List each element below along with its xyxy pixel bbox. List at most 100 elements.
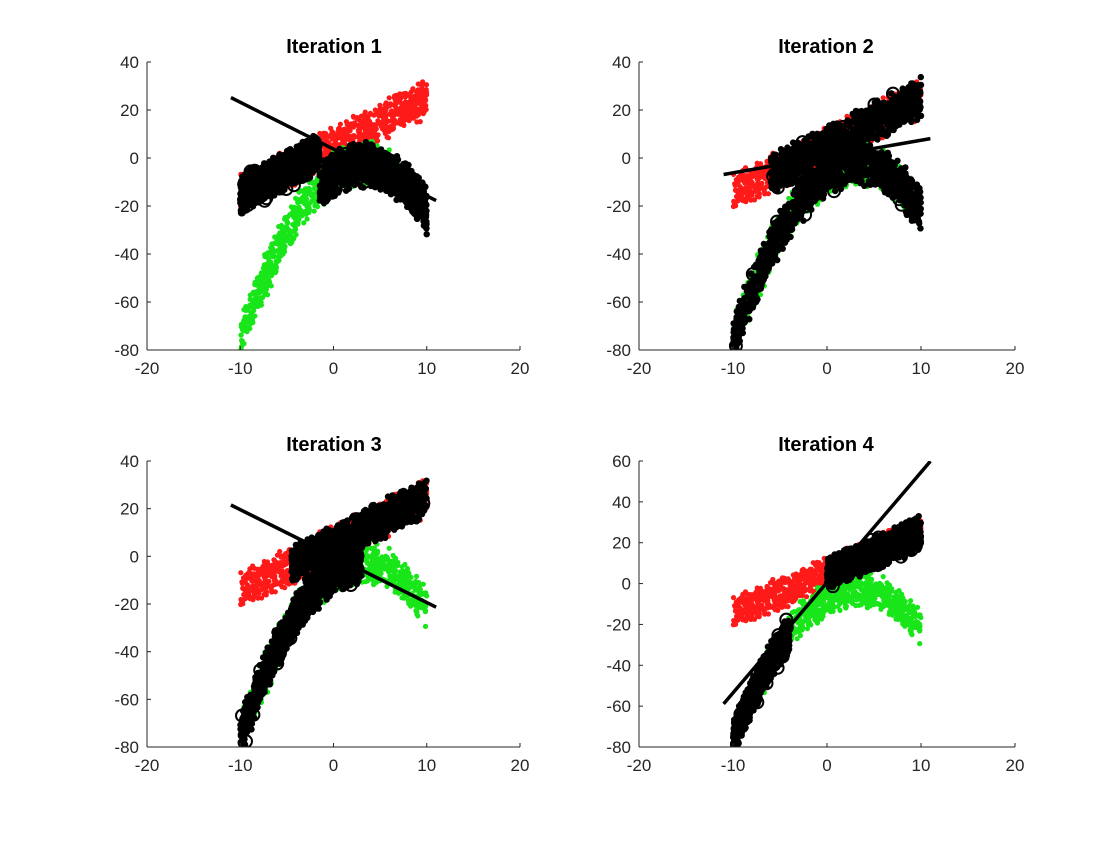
scatter-point	[423, 98, 428, 103]
scatter-point	[406, 106, 411, 111]
highlighted-point	[424, 231, 430, 237]
scatter-point	[387, 111, 392, 116]
scatter-point	[265, 250, 270, 255]
scatter-point	[295, 199, 300, 204]
scatter-point	[747, 174, 752, 179]
scatter-point	[387, 125, 392, 130]
scatter-point	[739, 174, 744, 179]
scatter-point	[239, 344, 244, 349]
scatter-point	[375, 118, 380, 123]
scatter-point	[755, 194, 760, 199]
scatter-point	[414, 119, 419, 124]
scatter-point	[297, 212, 302, 217]
scatter-point	[305, 216, 310, 221]
scatter-point	[407, 118, 412, 123]
scatter-point	[757, 175, 762, 180]
scatter-point	[387, 95, 392, 100]
scatter-point	[238, 333, 243, 338]
highlighted-point	[346, 186, 352, 192]
highlighted-point	[238, 210, 244, 216]
scatter-point	[267, 260, 272, 265]
highlighted-point	[239, 187, 245, 193]
highlighted-point	[332, 173, 338, 179]
scatter-point	[737, 188, 742, 193]
scatter-point	[271, 264, 276, 269]
scatter-point	[734, 177, 739, 182]
highlighted-point	[335, 187, 341, 193]
x-tick-label: 0	[329, 359, 338, 378]
subplot-title: Iteration 1	[286, 36, 382, 58]
highlighted-point	[351, 182, 357, 188]
scatter-point	[357, 136, 362, 141]
scatter-point	[243, 317, 248, 322]
y-tick-label: -60	[114, 293, 139, 312]
scatter-point	[284, 225, 289, 230]
scatter-point	[749, 190, 754, 195]
scatter-point	[338, 122, 343, 127]
scatter-point	[378, 113, 383, 118]
scatter-point	[398, 108, 403, 113]
scatter-point	[257, 283, 262, 288]
scatter-point	[733, 183, 738, 188]
highlighted-point	[245, 192, 251, 198]
y-tick-label: 20	[120, 101, 139, 120]
scatter-point	[360, 113, 365, 118]
scatter-point	[276, 258, 281, 263]
highlighted-point	[321, 200, 327, 206]
scatter-point	[288, 231, 293, 236]
x-tick-label: -20	[135, 359, 160, 378]
scatter-point	[293, 227, 298, 232]
scatter-point	[739, 194, 744, 199]
scatter-point	[270, 249, 275, 254]
highlighted-point	[402, 162, 408, 168]
scatter-point	[253, 296, 258, 301]
scatter-point	[252, 291, 257, 296]
scatter-point	[340, 129, 345, 134]
scatter-point	[392, 93, 397, 98]
scatter-point	[417, 98, 422, 103]
scatter-point	[269, 254, 274, 259]
scatter-point	[330, 129, 335, 134]
scatter-point	[260, 277, 265, 282]
scatter-point	[424, 107, 429, 112]
scatter-point	[323, 151, 328, 156]
scatter-point	[414, 89, 419, 94]
scatter-point	[247, 326, 252, 331]
scatter-point	[348, 128, 353, 133]
scatter-point	[280, 241, 285, 246]
scatter-point	[278, 236, 283, 241]
scatter-point	[759, 181, 764, 186]
scatter-point	[283, 231, 288, 236]
highlighted-point	[243, 179, 249, 185]
scatter-point	[247, 314, 252, 319]
scatter-point	[315, 204, 320, 209]
scatter-point	[419, 88, 424, 93]
scatter-point	[382, 106, 387, 111]
scatter-point	[330, 136, 335, 141]
scatter-point	[395, 98, 400, 103]
scatter-point	[395, 120, 400, 125]
scatter-point	[748, 181, 753, 186]
highlighted-point	[393, 197, 399, 203]
scatter-point	[411, 94, 416, 99]
scatter-point	[368, 112, 373, 117]
scatter-point	[734, 194, 739, 199]
scatter-point	[401, 123, 406, 128]
scatter-point	[424, 82, 429, 87]
scatter-point	[391, 102, 396, 107]
subplot-title: Iteration 2	[778, 36, 874, 58]
scatter-point	[369, 134, 374, 139]
y-tick-label: -20	[114, 197, 139, 216]
scatter-point	[304, 187, 309, 192]
scatter-point	[312, 209, 317, 214]
y-tick-label: 0	[130, 149, 139, 168]
scatter-point	[356, 129, 361, 134]
scatter-point	[311, 191, 316, 196]
highlighted-point	[322, 193, 328, 199]
highlighted-point	[355, 146, 361, 152]
scatter-point	[351, 133, 356, 138]
x-tick-label: 20	[511, 359, 530, 378]
